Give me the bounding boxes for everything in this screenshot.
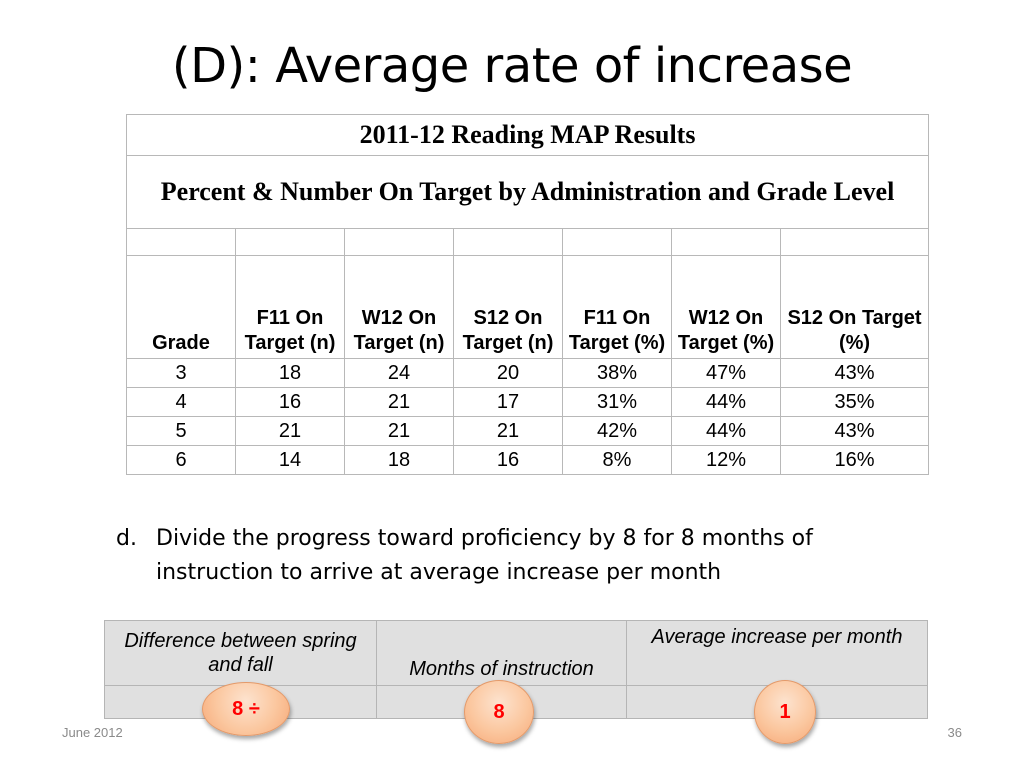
table-cell: 18 [344,445,454,475]
table-cell: 44% [671,387,781,417]
table-cell: 5 [126,416,236,446]
header-difference: Difference between spring and fall [104,620,377,686]
table-cell: 20 [453,358,563,388]
table-cell: 31% [562,387,672,417]
table-cell: 35% [779,387,930,417]
table-cell: 6 [126,445,236,475]
table-cell: 16 [235,387,345,417]
table-cell: 14 [235,445,345,475]
table-cell: 18 [235,358,345,388]
table-row: 3 18 24 20 38% 47% 43% [126,358,930,388]
table-cell: 17 [453,387,563,417]
table-cell: 4 [126,387,236,417]
instruction: d. Divide the progress toward proficienc… [116,522,916,590]
footer-date: June 2012 [62,725,123,740]
header-row: Grade F11 On Target (n) W12 On Target (n… [126,255,930,359]
average-bubble: 1 [754,680,816,744]
table-cell: 44% [671,416,781,446]
difference-bubble: 8 ÷ [202,682,290,736]
table-cell: 38% [562,358,672,388]
table-cell: 16% [779,445,930,475]
table-row: 6 14 18 16 8% 12% 16% [126,445,930,475]
header-average: Average increase per month [626,620,928,686]
table-cell: 12% [671,445,781,475]
header-cell: S12 On Target (n) [453,255,563,359]
header-cell: F11 On Target (n) [235,255,345,359]
table-row: 5 21 21 21 42% 44% 43% [126,416,930,446]
calc-header-row: Difference between spring and fall Month… [104,620,928,686]
table-cell: 43% [779,358,930,388]
table-title: 2011-12 Reading MAP Results [125,114,930,156]
header-cell: W12 On Target (%) [671,255,781,359]
blank-row [126,228,930,256]
page-number: 36 [947,725,962,740]
table-cell: 16 [453,445,563,475]
months-bubble: 8 [464,680,534,744]
table-cell: 21 [344,387,454,417]
table-cell: 21 [453,416,563,446]
table-row: 4 16 21 17 31% 44% 35% [126,387,930,417]
map-results-table: 2011-12 Reading MAP Results Percent & Nu… [125,114,930,475]
table-cell: 24 [344,358,454,388]
header-cell: S12 On Target (%) [779,255,930,359]
table-cell: 21 [235,416,345,446]
instruction-text: Divide the progress toward proficiency b… [156,526,813,585]
table-cell: 21 [344,416,454,446]
table-cell: 47% [671,358,781,388]
table-subtitle: Percent & Number On Target by Administra… [125,155,930,229]
header-cell: F11 On Target (%) [562,255,672,359]
header-cell: Grade [126,255,236,359]
table-cell: 3 [126,358,236,388]
table-cell: 43% [779,416,930,446]
slide-title: (D): Average rate of increase [171,38,853,94]
table-cell: 8% [562,445,672,475]
header-cell: W12 On Target (n) [344,255,454,359]
instruction-letter: d. [116,526,137,551]
header-months: Months of instruction [376,620,627,686]
table-cell: 42% [562,416,672,446]
